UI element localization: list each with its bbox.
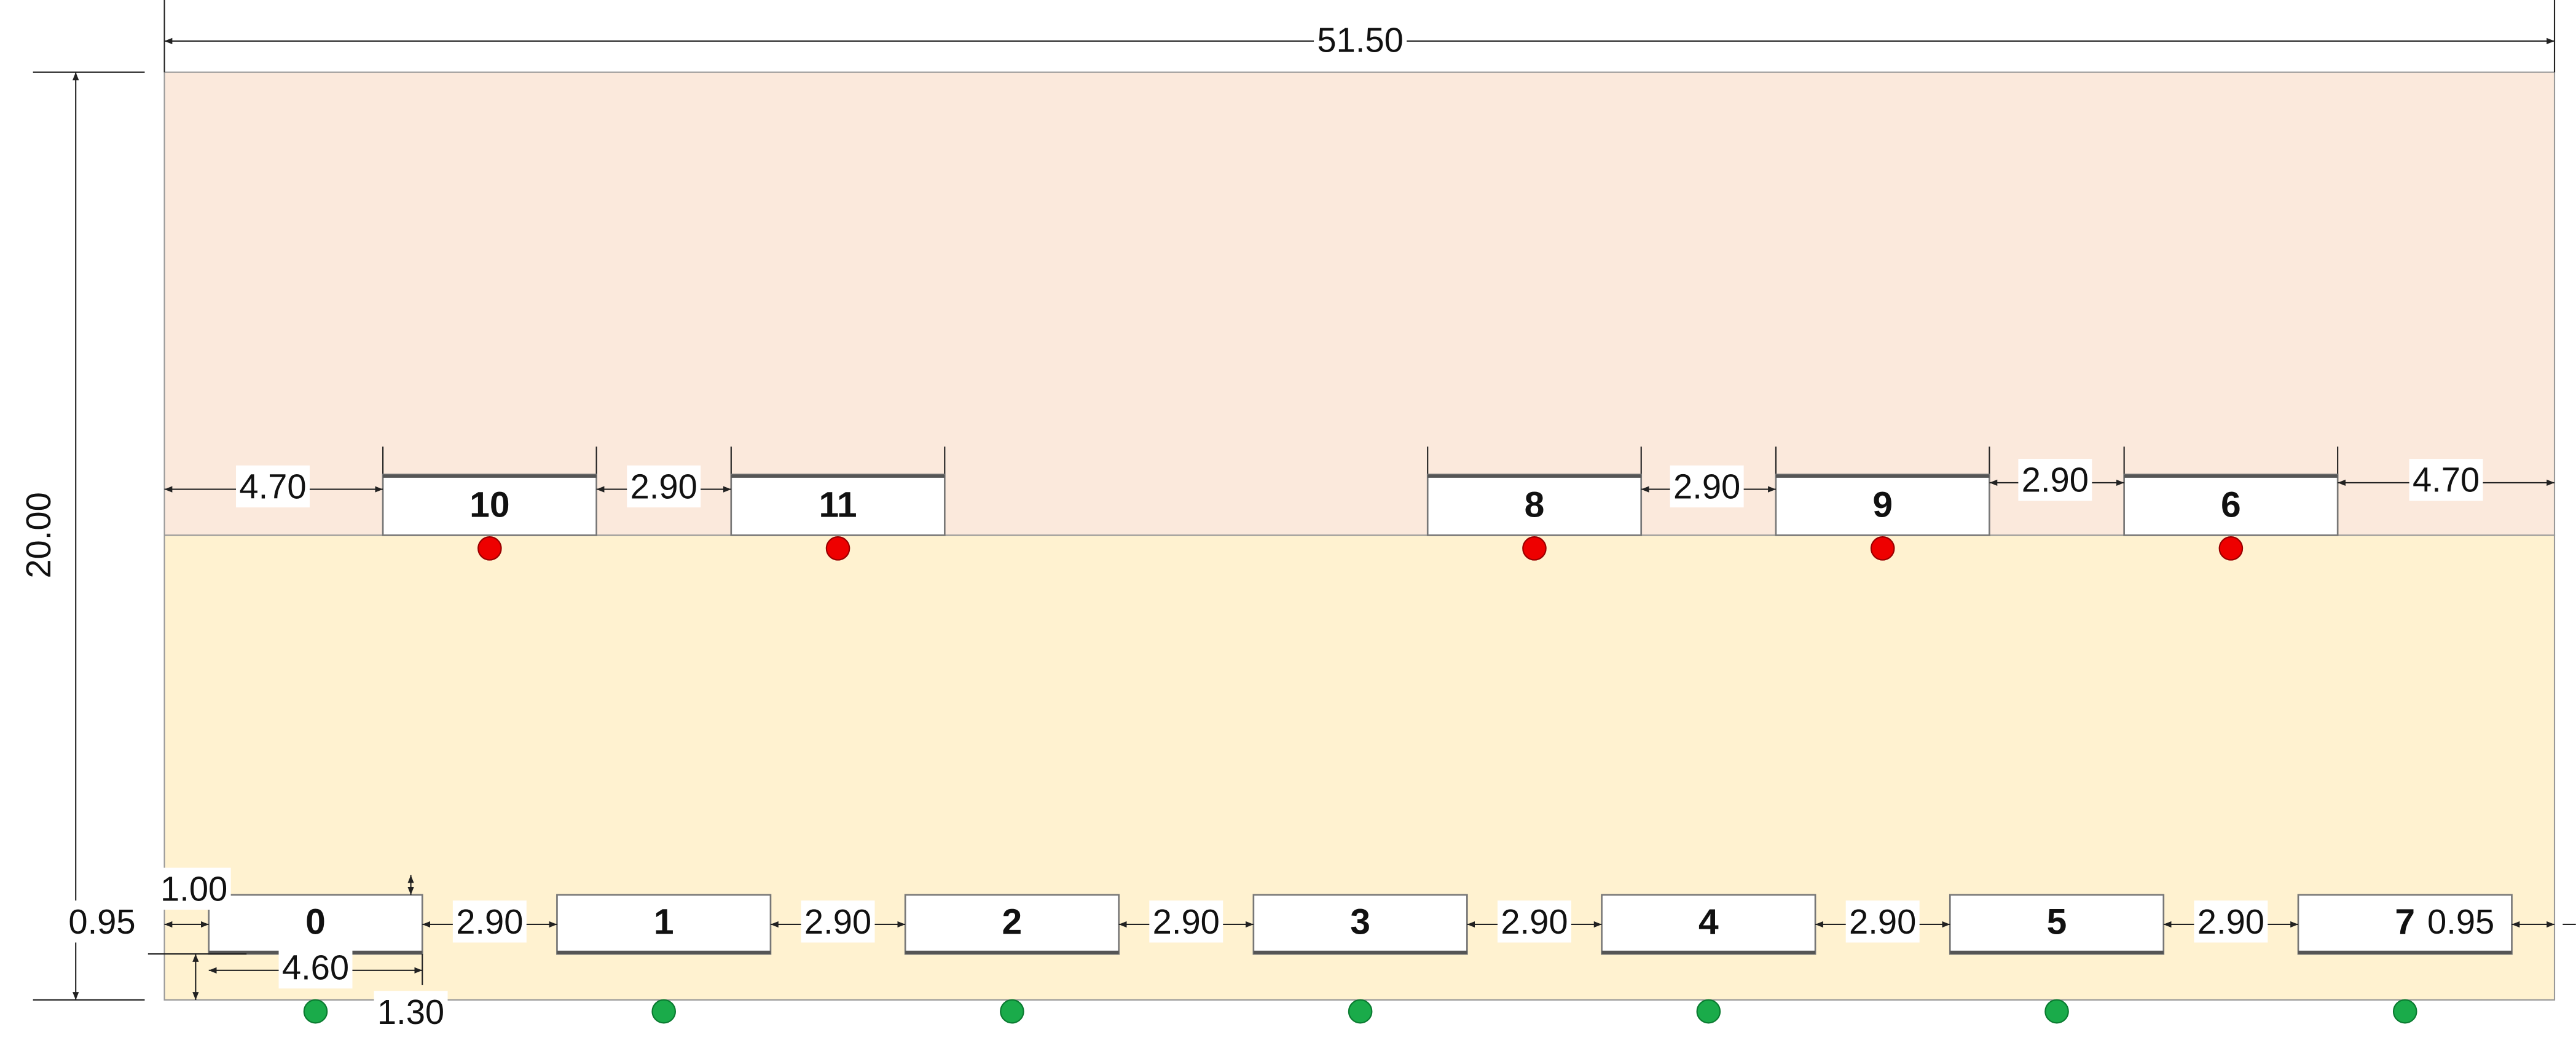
box-label: 11: [819, 485, 857, 525]
dimension-label: 0.95: [68, 902, 135, 941]
sensor-red: [1522, 536, 1547, 561]
box-label: 6: [2221, 485, 2241, 525]
box-label: 7: [2395, 902, 2415, 942]
sensor-red: [825, 536, 850, 561]
box-label: 9: [1872, 485, 1893, 525]
label-bg: [157, 867, 231, 910]
box: [1426, 474, 1643, 536]
sensor-green: [2392, 999, 2417, 1024]
dimension-label: 4.70: [2413, 461, 2480, 499]
label-bg: [2424, 900, 2498, 943]
dimension-label: 51.50: [1317, 20, 1403, 59]
dimension-label: 20.00: [19, 492, 58, 578]
dimension-label: 2.90: [1501, 902, 1568, 941]
box: [2123, 474, 2339, 536]
box-label: 0: [305, 902, 326, 942]
dimension-label: 0.95: [2427, 902, 2494, 941]
dimension-label: 2.90: [2022, 461, 2089, 499]
box: [904, 894, 1120, 955]
label-bg: [1498, 900, 1571, 943]
box-label: 1: [654, 902, 674, 942]
label-bg: [1149, 900, 1223, 943]
box-label: 10: [469, 485, 509, 525]
dimension-label: 2.90: [1153, 902, 1220, 941]
label-bg: [1314, 18, 1407, 61]
dimension-label: 4.60: [282, 948, 349, 987]
box: [1775, 474, 1990, 536]
dimension-label: 1.30: [377, 993, 444, 1031]
label-bg: [17, 488, 60, 582]
dimension-label: 2.90: [1673, 467, 1740, 506]
sensor-green: [1348, 999, 1373, 1024]
dimension-label: 2.90: [630, 467, 697, 506]
sensor-green: [1000, 999, 1024, 1024]
label-bg: [1670, 465, 1744, 508]
label-bg: [1845, 900, 1920, 943]
label-bg: [2194, 900, 2268, 943]
dimension-label: 2.90: [2197, 902, 2264, 941]
box-label: 8: [1525, 485, 1545, 525]
box-label: 4: [1698, 902, 1719, 942]
box-label: 2: [1002, 902, 1023, 942]
box: [1601, 894, 1816, 955]
label-bg: [452, 900, 527, 943]
sensor-green: [2044, 999, 2069, 1024]
label-bg: [2018, 459, 2092, 501]
sensor-green: [1696, 999, 1721, 1024]
dimension-label: 1.00: [160, 869, 227, 908]
label-bg: [374, 991, 448, 1033]
box-label: 5: [2047, 902, 2067, 942]
label-bg: [2409, 459, 2483, 501]
dimension-label: 2.90: [456, 902, 523, 941]
label-bg: [65, 900, 139, 943]
dimension-label: 2.90: [804, 902, 871, 941]
label-bg: [236, 465, 310, 508]
label-bg: [627, 465, 701, 508]
sensor-green: [303, 999, 328, 1024]
sensor-green: [651, 999, 676, 1024]
dimension-label: 4.70: [239, 467, 306, 506]
sensor-red: [2218, 536, 2244, 561]
upper-zone: [163, 71, 2556, 536]
box-label: 3: [1350, 902, 1370, 942]
label-bg: [278, 946, 353, 989]
sensor-red: [477, 536, 502, 561]
box: [1949, 894, 2165, 955]
dimension-label: 2.90: [1849, 902, 1916, 941]
sensor-red: [1870, 536, 1895, 561]
label-bg: [801, 900, 875, 943]
